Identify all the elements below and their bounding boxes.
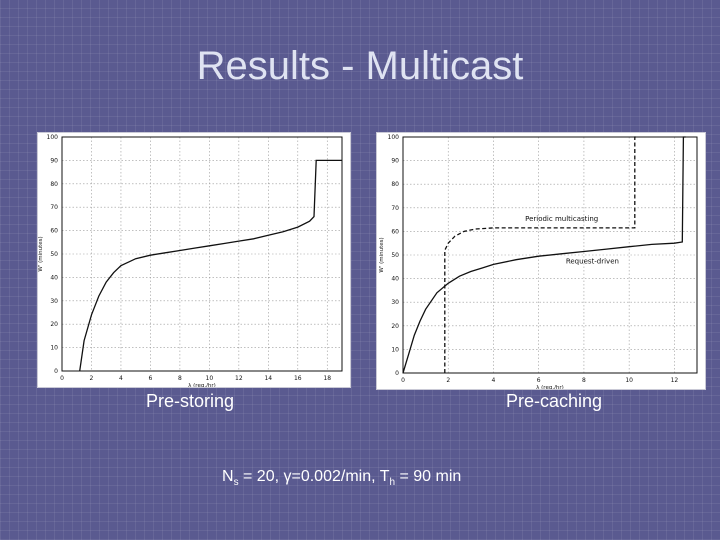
y-tick-label: 70: [50, 204, 58, 211]
y-tick-label: 10: [50, 345, 58, 352]
series-line-0: [444, 136, 636, 373]
y-tick-label: 10: [391, 346, 399, 353]
annotation-label: Request-driven: [566, 257, 619, 265]
pre-storing-chart-panel: 0 2 4 6 8 10 12 14 16 18 0 10 20 30 40 50 60 70 80 90 100 λ (…: [37, 132, 351, 388]
y-tick-label: 30: [50, 298, 58, 305]
y-axis-label: W' (minutes): [379, 237, 385, 272]
footnote-n: N: [222, 468, 234, 485]
x-tick-label: 2: [446, 377, 450, 384]
x-tick-label: 6: [149, 375, 153, 382]
x-tick-label: 4: [119, 375, 123, 382]
y-tick-label: 100: [388, 134, 400, 141]
x-tick-label: 10: [206, 375, 214, 382]
footnote-t-sub: h: [389, 477, 396, 489]
slide-title: Results - Multicast: [196, 44, 524, 88]
series-line-0: [79, 159, 342, 372]
parameters-footnote: Ns = 20, γ=0.002/min, Th = 90 min: [222, 468, 461, 488]
x-tick-label: 12: [235, 375, 243, 382]
footnote-gamma: γ: [283, 468, 292, 485]
x-tick-label: 12: [671, 377, 679, 384]
caption-pre-caching: Pre-caching: [506, 391, 603, 411]
plot-frame: [61, 136, 343, 372]
y-tick-label: 100: [47, 134, 59, 141]
x-tick-label: 14: [264, 375, 272, 382]
y-tick-label: 70: [391, 205, 399, 212]
y-tick-label: 90: [391, 158, 399, 165]
x-tick-label: 0: [401, 377, 405, 384]
y-tick-label: 0: [395, 370, 399, 377]
series-line-1: [402, 136, 686, 374]
x-axis-label: λ (req./hr): [536, 385, 564, 389]
annotation-label: Periodic multicasting: [525, 215, 598, 223]
y-tick-label: 20: [391, 323, 399, 330]
pre-caching-chart-panel: 0 2 4 6 8 10 12 0 10 20 30 40 50 60 70 80 90 100 λ (req./h…: [376, 132, 706, 390]
y-tick-label: 0: [54, 368, 58, 375]
y-tick-label: 90: [50, 157, 58, 164]
x-tick-label: 8: [582, 377, 586, 384]
y-tick-label: 50: [50, 251, 58, 258]
x-tick-label: 10: [625, 377, 633, 384]
x-axis-label: λ (req./hr): [188, 383, 216, 387]
pre-caching-chart: 0 2 4 6 8 10 12 0 10 20 30 40 50 60 70 80 90 100 λ (req./h…: [379, 134, 698, 389]
x-tick-label: 18: [323, 375, 331, 382]
footnote-n-val: = 20,: [238, 468, 284, 485]
y-tick-label: 80: [391, 181, 399, 188]
x-tick-label: 0: [60, 375, 64, 382]
footnote-n-sub: s: [233, 477, 239, 489]
y-tick-label: 60: [391, 228, 399, 235]
x-tick-label: 8: [178, 375, 182, 382]
footnote-gamma-val: =0.002/min, T: [291, 468, 390, 485]
y-tick-label: 20: [50, 321, 58, 328]
x-tick-label: 16: [294, 375, 302, 382]
y-tick-label: 40: [391, 276, 399, 283]
y-tick-label: 50: [391, 252, 399, 259]
y-tick-label: 80: [50, 181, 58, 188]
caption-pre-storing: Pre-storing: [146, 391, 235, 411]
footnote-t-val: = 90 min: [395, 468, 462, 485]
pre-storing-chart: 0 2 4 6 8 10 12 14 16 18 0 10 20 30 40 50 60 70 80 90 100 λ (…: [38, 134, 343, 387]
y-tick-label: 40: [50, 274, 58, 281]
x-tick-label: 2: [90, 375, 94, 382]
x-tick-label: 4: [492, 377, 496, 384]
y-axis-label: W' (minutes): [38, 236, 44, 271]
y-tick-label: 30: [391, 299, 399, 306]
plot-frame: [402, 136, 698, 374]
y-tick-label: 60: [50, 228, 58, 235]
x-tick-label: 6: [537, 377, 541, 384]
